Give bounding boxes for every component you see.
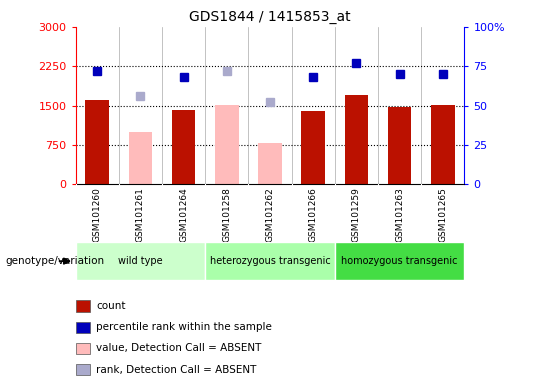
Bar [345,95,368,184]
Bar [76,343,90,354]
Text: GSM101266: GSM101266 [309,187,318,242]
Title: GDS1844 / 1415853_at: GDS1844 / 1415853_at [189,10,351,25]
Bar [85,100,109,184]
Bar [388,107,411,184]
Text: GSM101261: GSM101261 [136,187,145,242]
Bar [205,242,335,280]
Bar [431,104,455,184]
Text: count: count [96,301,125,311]
Bar [129,132,152,184]
Bar [258,143,282,184]
Bar [76,300,90,312]
Text: GSM101260: GSM101260 [93,187,102,242]
Bar [76,321,90,333]
Text: GSM101264: GSM101264 [179,187,188,242]
Text: wild type: wild type [118,256,163,266]
Text: homozygous transgenic: homozygous transgenic [341,256,458,266]
Bar [76,364,90,376]
Text: GSM101259: GSM101259 [352,187,361,242]
Text: value, Detection Call = ABSENT: value, Detection Call = ABSENT [96,343,261,354]
Bar [301,111,325,184]
Bar [76,242,205,280]
Text: GSM101258: GSM101258 [222,187,231,242]
Text: GSM101265: GSM101265 [438,187,447,242]
Text: genotype/variation: genotype/variation [5,256,105,266]
Bar [335,242,464,280]
Bar [172,109,195,184]
Text: GSM101263: GSM101263 [395,187,404,242]
Bar [215,104,239,184]
Text: rank, Detection Call = ABSENT: rank, Detection Call = ABSENT [96,364,256,375]
Text: GSM101262: GSM101262 [266,187,274,242]
Text: heterozygous transgenic: heterozygous transgenic [210,256,330,266]
Text: percentile rank within the sample: percentile rank within the sample [96,322,272,333]
